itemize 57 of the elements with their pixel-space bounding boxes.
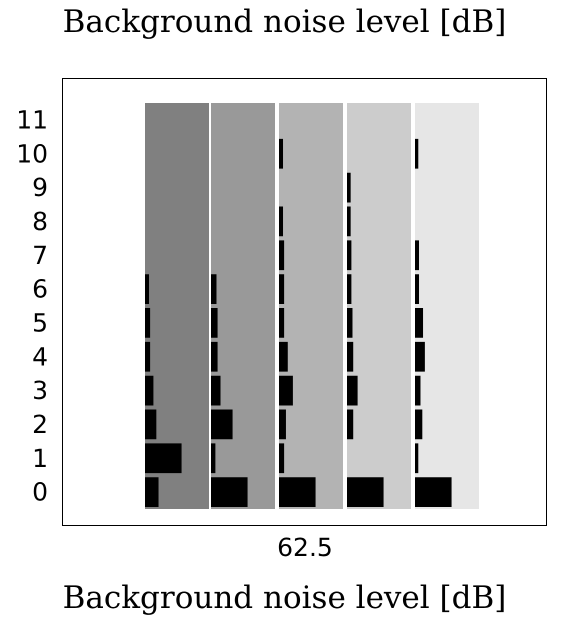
bar: [347, 308, 352, 338]
y-tick-label: 6: [32, 274, 48, 304]
bar: [279, 410, 286, 440]
bar: [279, 443, 284, 474]
y-tick-label: 11: [16, 105, 48, 134]
bar: [145, 477, 159, 507]
y-tick-label: 8: [32, 206, 48, 236]
y-tick-label: 4: [32, 342, 48, 372]
bar: [415, 443, 418, 474]
bar: [279, 274, 284, 304]
bar: [145, 443, 182, 474]
y-tick-label: 5: [32, 308, 48, 338]
bar: [279, 308, 284, 338]
bar: [347, 342, 354, 372]
bar: [279, 240, 284, 270]
text: 62.5: [276, 533, 334, 562]
bar: [279, 342, 288, 372]
bar: [145, 342, 150, 372]
bar: [211, 443, 216, 474]
bar: [211, 342, 218, 372]
bar: [415, 376, 420, 406]
x-axis-title: Background noise level [dB]: [62, 580, 508, 616]
y-tick-label: 7: [32, 240, 48, 270]
bar: [211, 376, 221, 406]
bar: [279, 206, 284, 236]
bar: [211, 410, 233, 440]
y-tick-label: 0: [32, 478, 48, 507]
y-tick-label: 3: [32, 376, 48, 406]
bar: [347, 376, 358, 406]
bar: [415, 342, 425, 372]
bar: [211, 274, 216, 304]
bar: [145, 308, 150, 338]
bar: [145, 274, 150, 304]
bar: [211, 308, 218, 338]
bar: [347, 240, 352, 270]
y-tick-label: 9: [32, 173, 48, 202]
y-tick-label: 1: [32, 444, 48, 473]
bar: [415, 240, 420, 270]
y-tick-label: 10: [16, 139, 48, 168]
bar: [415, 138, 418, 169]
chart-title: Background noise level [dB]: [62, 4, 508, 40]
bar: [145, 376, 154, 406]
bar: [415, 308, 424, 338]
bar: [347, 206, 351, 236]
bar: [415, 477, 452, 507]
bar: [211, 477, 248, 507]
bar: [415, 274, 420, 304]
bar: [347, 477, 384, 507]
bar: [415, 410, 422, 440]
bar: [347, 172, 351, 202]
y-tick-label: 2: [32, 410, 48, 439]
bar: [279, 477, 316, 507]
bar: [279, 376, 293, 406]
bar: [347, 410, 354, 440]
bar: [347, 274, 352, 304]
bar: [279, 138, 284, 169]
bar: [145, 410, 156, 440]
